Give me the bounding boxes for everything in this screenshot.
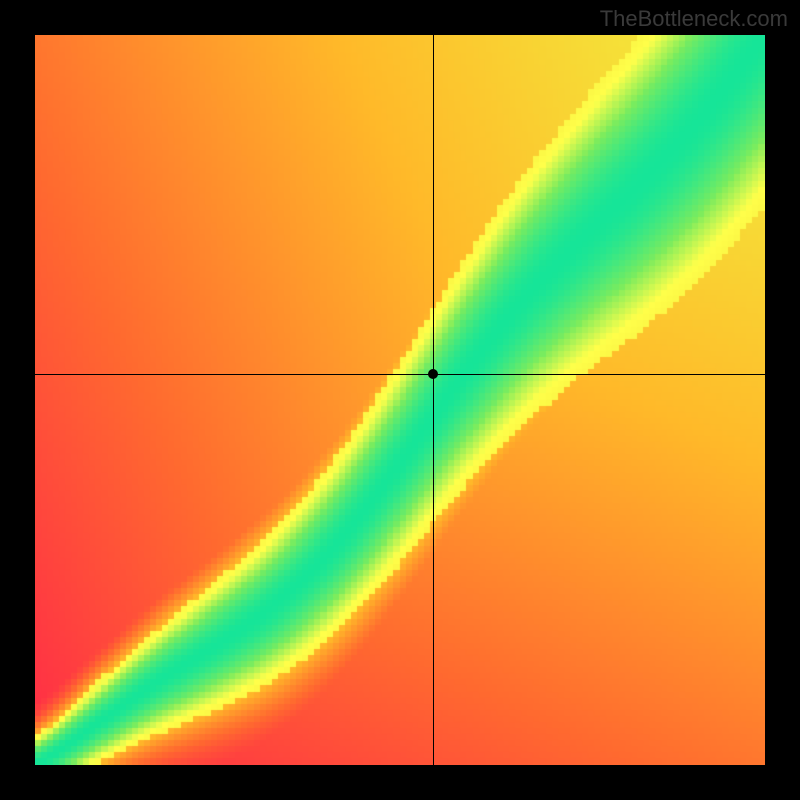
plot-area [35, 35, 765, 765]
crosshair-horizontal [35, 374, 765, 375]
watermark-text: TheBottleneck.com [600, 6, 788, 32]
heatmap-canvas [35, 35, 765, 765]
crosshair-vertical [433, 35, 434, 765]
chart-container: TheBottleneck.com [0, 0, 800, 800]
